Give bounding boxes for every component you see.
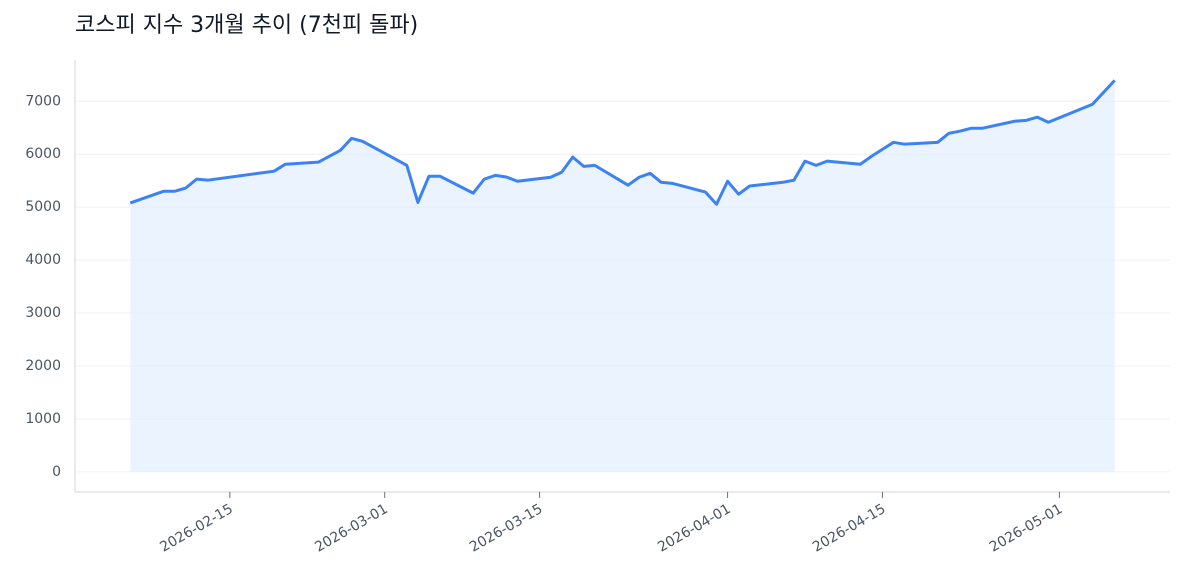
y-tick-label: 3000 (25, 305, 61, 321)
x-tick-label: 2026-04-15 (810, 501, 888, 556)
y-tick-label: 4000 (25, 252, 61, 268)
y-tick-label: 2000 (25, 358, 61, 374)
x-tick-label: 2026-02-15 (157, 501, 235, 556)
y-tick-label: 5000 (25, 199, 61, 215)
area (130, 80, 1115, 472)
chart-title: 코스피 지수 3개월 추이 (7천피 돌파) (75, 13, 418, 38)
y-tick-label: 7000 (25, 93, 61, 109)
line (129, 79, 1116, 206)
y-tick-label: 1000 (25, 411, 61, 427)
x-tick-label: 2026-03-01 (312, 501, 390, 556)
x-tick-label: 2026-04-01 (655, 501, 733, 556)
x-tick-label: 2026-03-15 (467, 501, 545, 556)
y-tick-label: 0 (52, 464, 61, 480)
x-tick-label: 2026-05-01 (987, 501, 1065, 556)
y-tick-label: 6000 (25, 146, 61, 162)
